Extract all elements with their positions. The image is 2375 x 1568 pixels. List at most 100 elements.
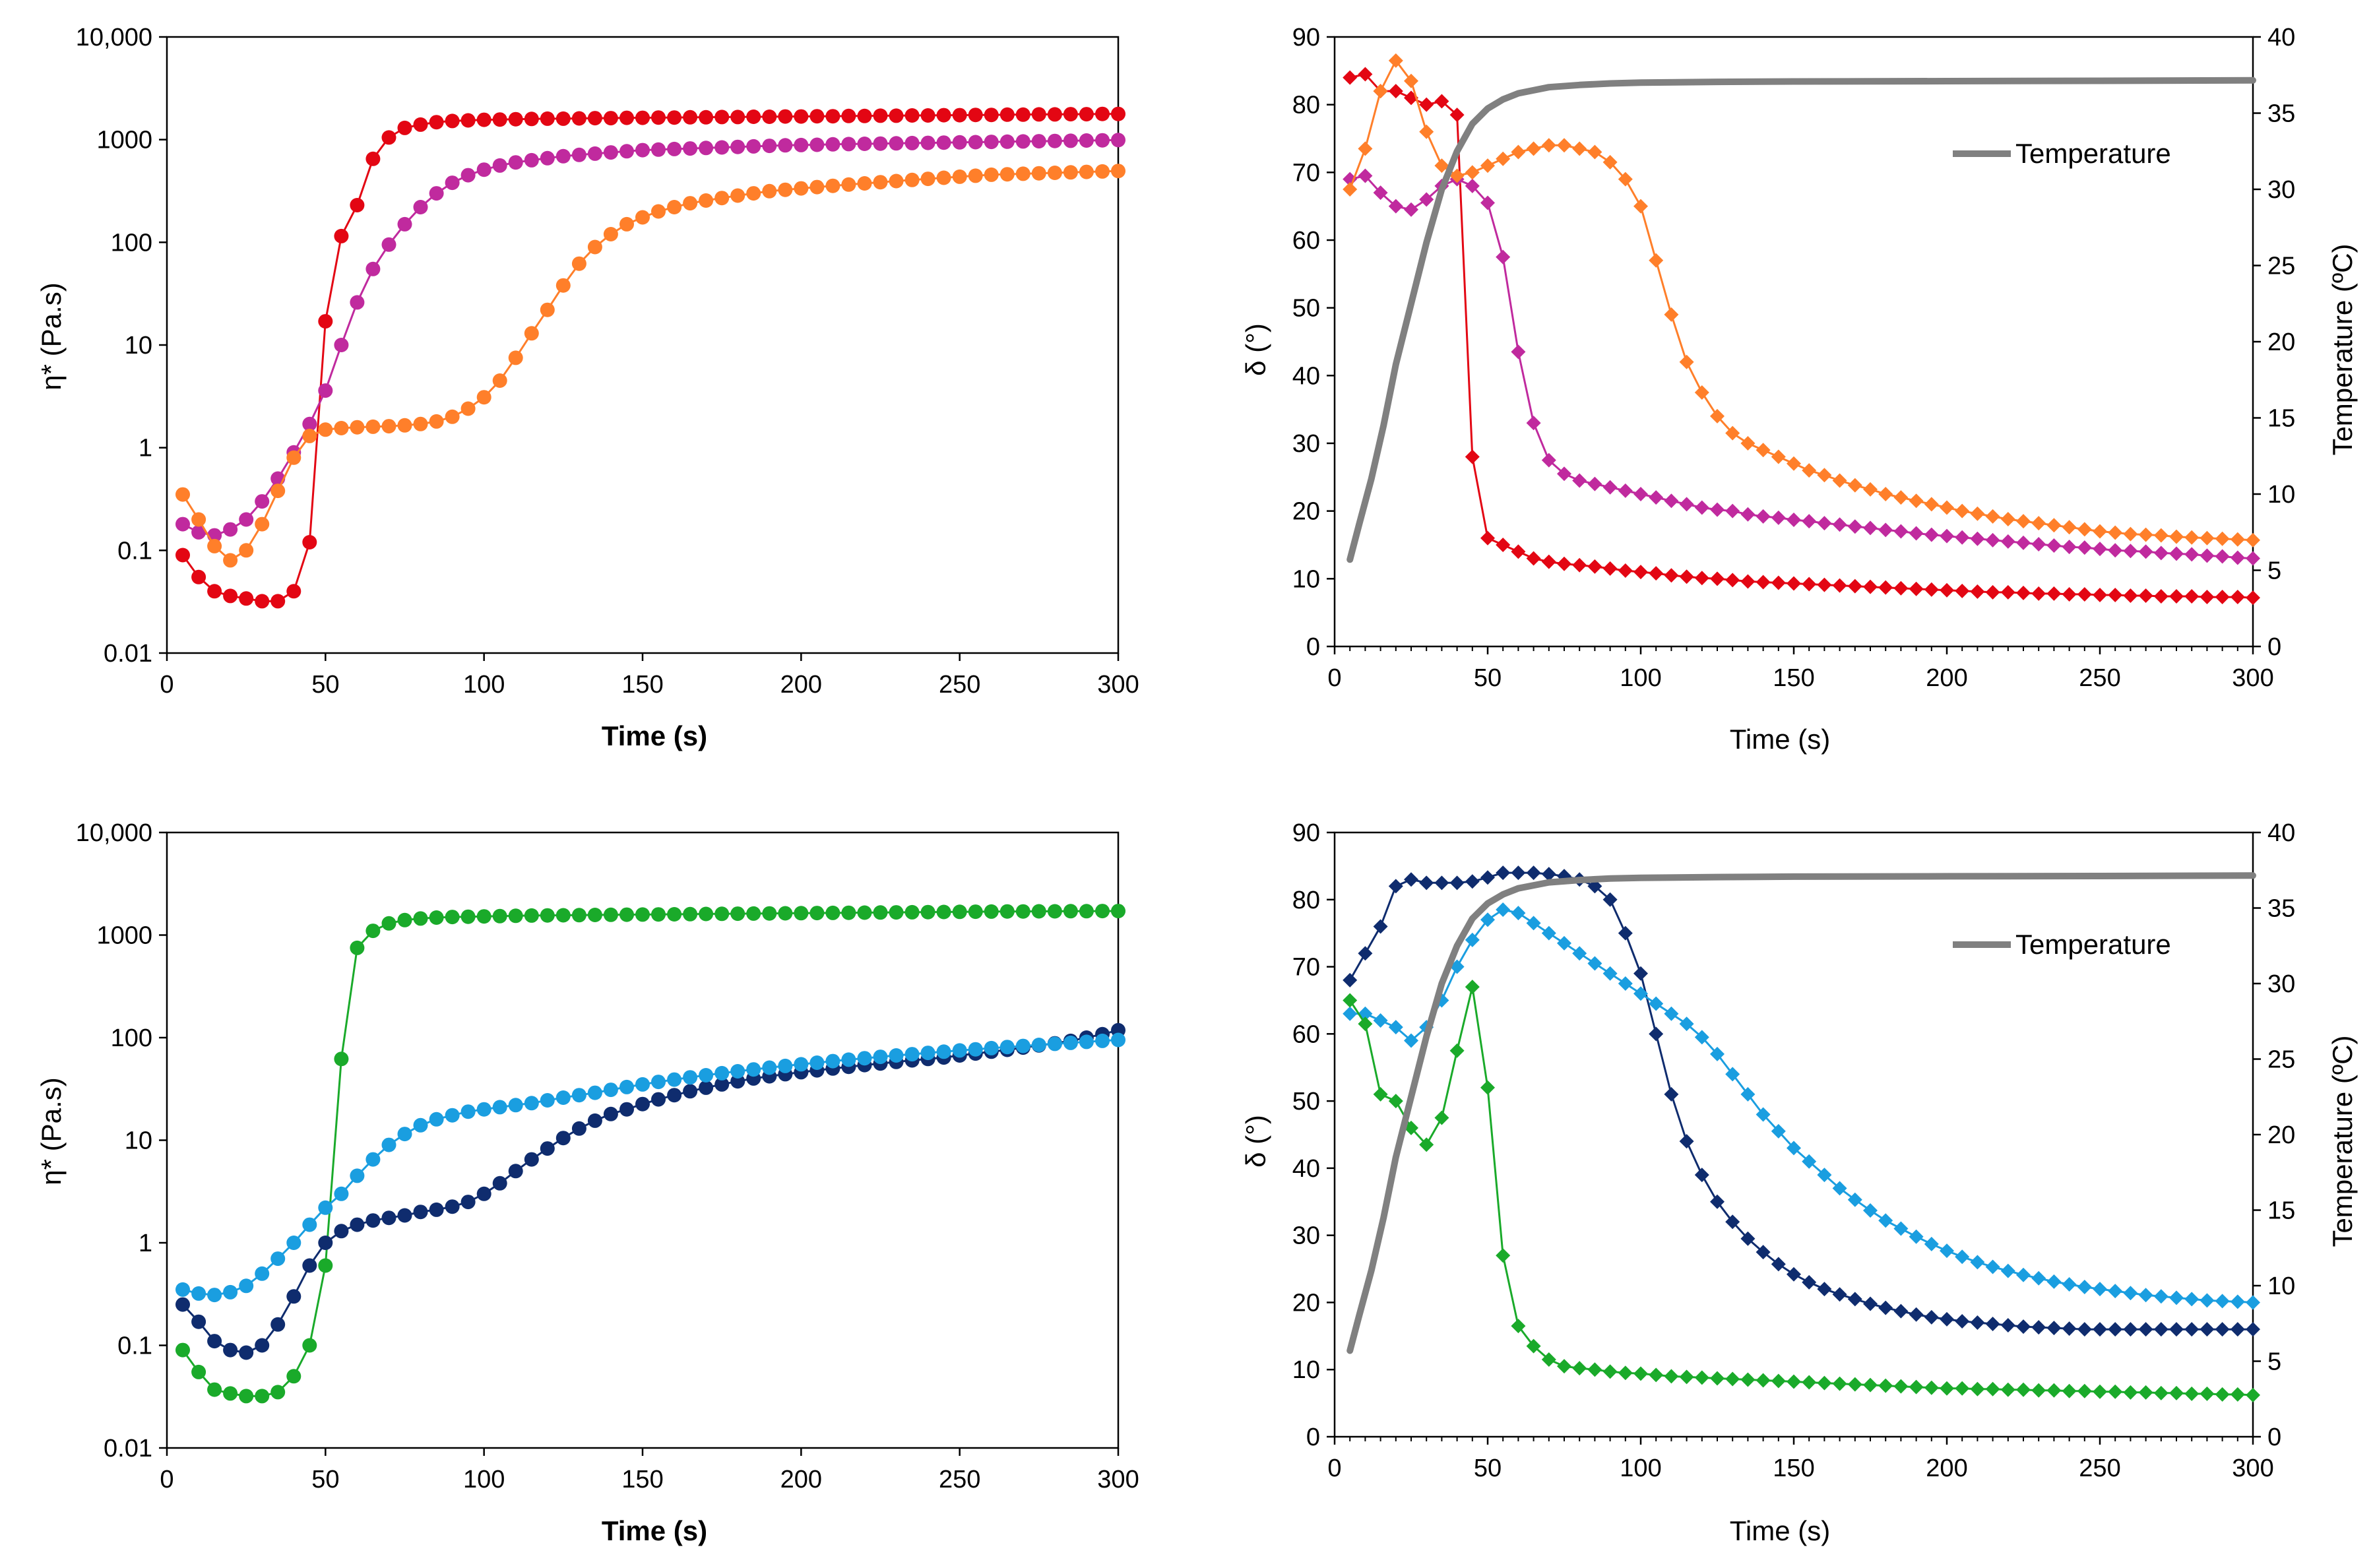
data-point <box>2046 538 2062 553</box>
data-point <box>1832 473 1847 488</box>
data-point <box>302 416 317 431</box>
data-point <box>1893 1303 1909 1319</box>
data-point <box>1079 107 1094 122</box>
data-point <box>318 1200 333 1215</box>
data-point <box>302 1258 317 1273</box>
y2-tick-label: 35 <box>2267 100 2295 128</box>
data-point <box>1802 577 1817 592</box>
data-point <box>1710 571 1725 586</box>
data-point <box>540 302 555 317</box>
data-point <box>1970 1255 1985 1270</box>
data-point <box>699 193 714 208</box>
data-point <box>2077 586 2092 602</box>
data-point <box>2000 1263 2015 1278</box>
data-point <box>936 1044 951 1059</box>
data-point <box>1063 107 1078 122</box>
data-point <box>2123 1322 2138 1337</box>
data-point <box>1388 879 1403 894</box>
data-point <box>1863 1377 1878 1393</box>
data-point <box>1031 134 1046 149</box>
data-point <box>270 594 286 609</box>
data-point <box>1817 1168 1832 1183</box>
data-point <box>555 111 571 126</box>
data-point <box>1373 185 1388 201</box>
data-point <box>365 261 381 276</box>
y-tick-label: 0 <box>1306 1424 1320 1451</box>
data-point <box>1358 946 1373 961</box>
data-point <box>984 135 999 150</box>
data-point <box>429 186 444 201</box>
data-point <box>730 110 745 125</box>
data-point <box>223 588 238 604</box>
data-point <box>1496 902 1511 918</box>
data-point <box>1031 107 1046 122</box>
data-point <box>524 111 539 127</box>
data-point <box>1419 97 1434 112</box>
data-point <box>1618 172 1633 187</box>
data-point <box>1893 580 1909 596</box>
data-point <box>825 137 840 152</box>
data-point <box>334 228 349 243</box>
data-point <box>255 1389 270 1404</box>
data-point <box>2169 589 2184 604</box>
data-point <box>603 111 618 126</box>
y2-axis-label: Temperature (ºC) <box>2327 1035 2358 1247</box>
data-point <box>175 1297 190 1312</box>
data-point <box>1985 1381 2000 1396</box>
data-point <box>952 135 967 150</box>
data-point <box>1031 1038 1046 1052</box>
data-point <box>318 383 333 398</box>
x-tick-label: 50 <box>311 671 339 699</box>
data-point <box>1802 1375 1817 1390</box>
data-point <box>1419 192 1434 207</box>
x-tick-label: 300 <box>1097 1466 1139 1493</box>
data-point <box>1725 425 1740 441</box>
data-point <box>239 1389 254 1404</box>
data-point <box>1771 575 1786 590</box>
data-point <box>460 113 476 128</box>
data-point <box>1694 385 1709 400</box>
data-point <box>571 147 586 162</box>
data-point <box>667 141 682 156</box>
data-point <box>508 908 523 924</box>
x-tick-label: 250 <box>2079 664 2120 692</box>
data-point <box>413 1205 428 1220</box>
data-point <box>302 535 317 549</box>
data-point <box>1557 935 1571 951</box>
data-point <box>1343 993 1358 1008</box>
data-point <box>1909 581 1924 596</box>
data-point <box>2016 1319 2031 1334</box>
data-point <box>1343 972 1358 988</box>
data-point <box>1095 904 1110 919</box>
y-axis-label: δ (°) <box>1240 323 1271 376</box>
data-point <box>667 110 682 125</box>
data-point <box>1710 1371 1725 1386</box>
data-point <box>540 1141 555 1156</box>
y-tick-label: 30 <box>1292 430 1320 458</box>
data-point <box>619 110 634 125</box>
data-point <box>841 1052 856 1067</box>
data-point <box>286 1369 301 1384</box>
data-point <box>2000 584 2015 600</box>
data-point <box>587 1085 602 1100</box>
data-point <box>191 1364 206 1379</box>
data-point <box>1847 478 1862 493</box>
data-point <box>1649 996 1664 1011</box>
data-point <box>239 591 254 606</box>
data-point <box>1832 517 1847 532</box>
data-point <box>1649 253 1664 268</box>
y2-tick-label: 10 <box>2267 1272 2295 1300</box>
data-point <box>2000 511 2015 526</box>
data-point <box>1557 1359 1571 1374</box>
data-point <box>302 1217 317 1232</box>
data-point <box>730 1074 745 1089</box>
data-point <box>429 1112 444 1127</box>
data-point <box>2153 1322 2169 1337</box>
data-point <box>1664 307 1679 322</box>
data-point <box>1587 476 1602 491</box>
data-point <box>1802 1154 1817 1169</box>
data-point <box>1079 904 1094 919</box>
data-point <box>381 237 396 252</box>
data-point <box>1633 1366 1648 1381</box>
